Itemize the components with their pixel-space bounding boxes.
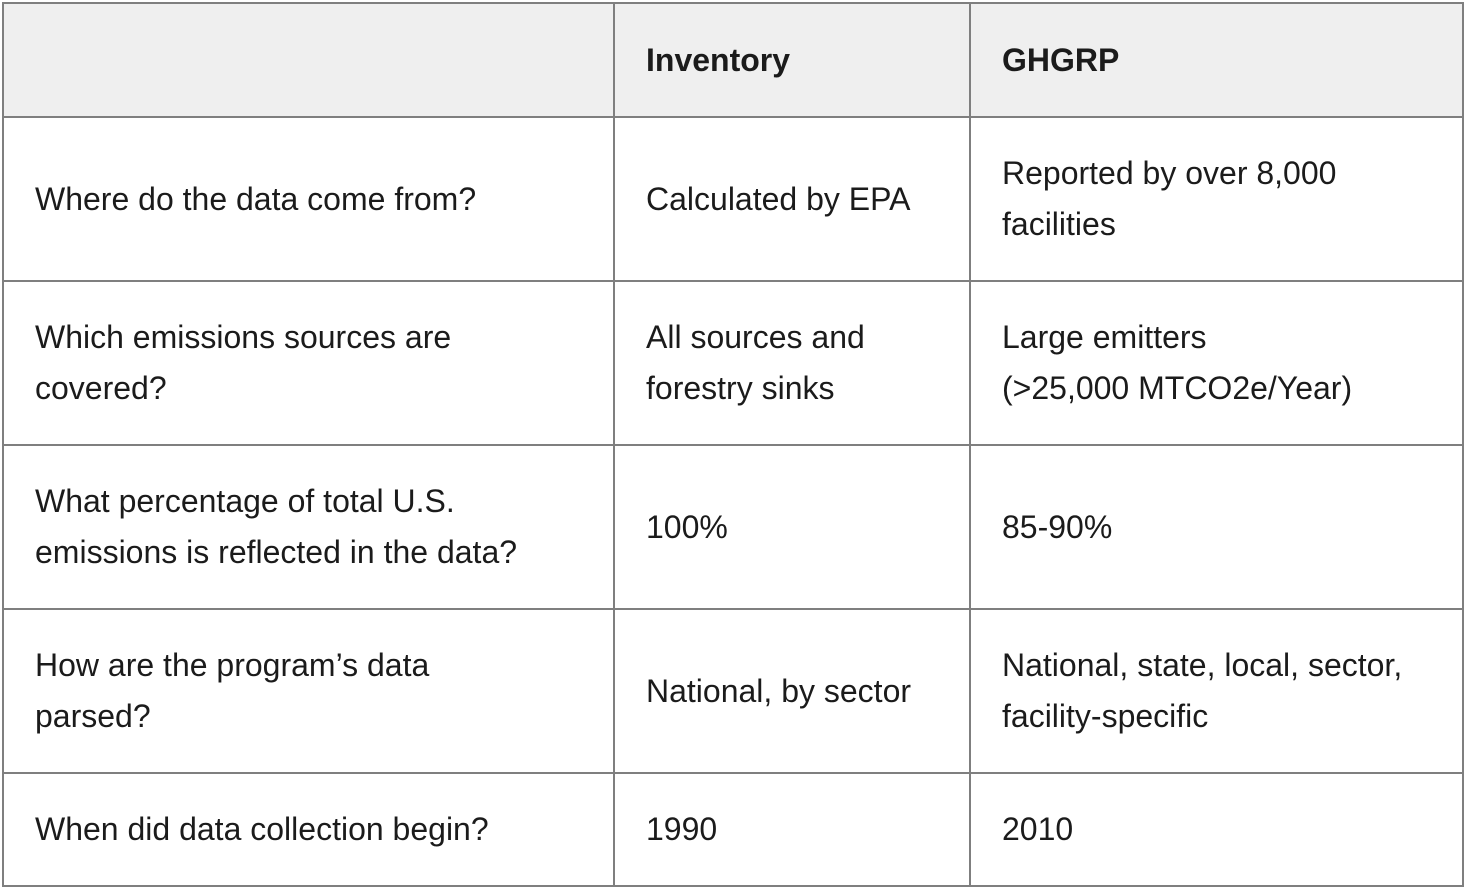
table-row: How are the program’s data parsed? Natio… [2, 608, 1464, 774]
table-row: What percentage of total U.S. emissions … [2, 444, 1464, 610]
question-cell: What percentage of total U.S. emissions … [2, 444, 615, 610]
header-cell-inventory: Inventory [613, 2, 971, 118]
question-cell: How are the program’s data parsed? [2, 608, 615, 774]
table-body: Where do the data come from? Calculated … [2, 116, 1464, 887]
table-header: Inventory GHGRP [2, 2, 1464, 118]
question-cell: Where do the data come from? [2, 116, 615, 282]
ghgrp-cell: Reported by over 8,000 facilities [969, 116, 1464, 282]
inventory-cell: Calculated by EPA [613, 116, 971, 282]
ghgrp-cell: Large emitters (>25,000 MTCO2e/Year) [969, 280, 1464, 446]
table-row: Which emissions sources are covered? All… [2, 280, 1464, 446]
ghgrp-cell: 85-90% [969, 444, 1464, 610]
question-cell: When did data collection begin? [2, 772, 615, 887]
question-cell: Which emissions sources are covered? [2, 280, 615, 446]
inventory-cell: 1990 [613, 772, 971, 887]
inventory-cell: National, by sector [613, 608, 971, 774]
header-cell-empty [2, 2, 615, 118]
ghgrp-cell: National, state, local, sector, facility… [969, 608, 1464, 774]
inventory-cell: 100% [613, 444, 971, 610]
inventory-cell: All sources and forestry sinks [613, 280, 971, 446]
header-cell-ghgrp: GHGRP [969, 2, 1464, 118]
table-row: Where do the data come from? Calculated … [2, 116, 1464, 282]
table-row: When did data collection begin? 1990 201… [2, 772, 1464, 887]
ghgrp-cell: 2010 [969, 772, 1464, 887]
header-row: Inventory GHGRP [2, 2, 1464, 118]
